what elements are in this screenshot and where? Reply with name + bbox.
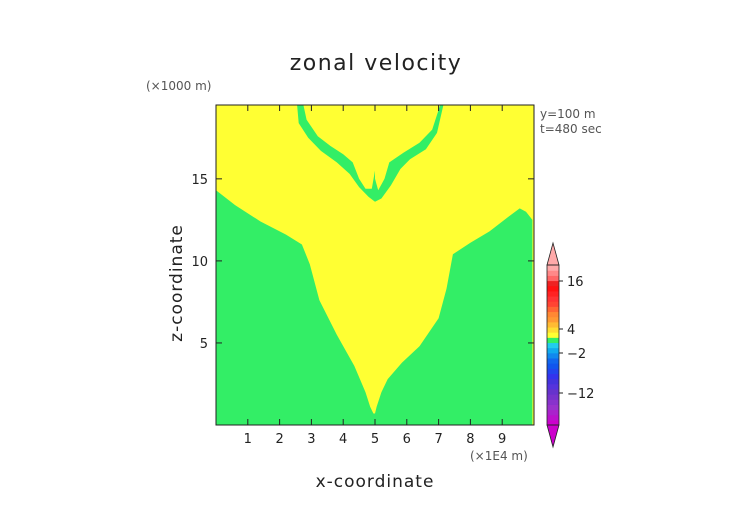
colorbar-segment [547,316,559,323]
colorbar-segment [547,275,559,282]
colorbar-segment [547,306,559,313]
colorbar-tick-label: 4 [567,323,575,338]
x-tick-label: 3 [307,432,315,447]
colorbar-segment [547,290,559,297]
colorbar-segment [547,326,559,333]
colorbar-segment [547,363,559,369]
x-tick-label: 2 [275,432,283,447]
contour-region-green-2 [216,105,444,202]
colorbar-tick-label: 16 [567,275,584,290]
x-tick-label: 1 [244,432,252,447]
y-ticks: 5 10 15 [191,173,534,352]
contour-region-green-1 [216,160,533,426]
x-tick-label: 9 [498,432,506,447]
y-tick-label: 5 [200,337,208,352]
colorbar-segment [547,404,559,411]
plot-area: 1 2 3 4 5 6 7 8 9 5 10 15 [191,104,535,447]
x-tick-label: 5 [371,432,379,447]
colorbar-min-triangle [546,424,560,449]
colorbar: 16 4 −2 −12 [546,241,594,449]
colorbar-segment [547,394,559,400]
colorbar-segment [547,285,559,292]
colorbar-segment [547,368,559,374]
colorbar-segment [547,373,559,380]
colorbar-segment [547,383,559,390]
annotation-y: y=100 m [540,107,596,121]
colorbar-segment [547,419,559,426]
colorbar-segment [547,357,559,364]
colorbar-segment [547,388,559,395]
annotation-t: t=480 sec [540,122,602,136]
y-multiplier-label: (×1000 m) [146,79,211,93]
x-multiplier-label: (×1E4 m) [470,449,528,463]
x-ticks: 1 2 3 4 5 6 7 8 9 [244,105,506,447]
colorbar-segment [547,301,559,307]
x-tick-label: 7 [434,432,442,447]
colorbar-segment [547,409,559,416]
colorbar-segment [547,311,559,318]
colorbar-segment [547,342,559,349]
colorbar-segment [547,280,559,287]
colorbar-segment [547,332,559,338]
chart-title: zonal velocity [290,51,463,76]
colorbar-segment [547,270,559,276]
contour-regions [216,105,533,426]
y-tick-label: 15 [191,173,208,188]
colorbar-segment [547,321,559,328]
colorbar-max-triangle [546,241,560,266]
colorbar-segment [547,347,559,354]
colorbar-segment [547,378,559,385]
y-tick-label: 10 [191,255,208,270]
x-tick-label: 4 [339,432,347,447]
colorbar-tick-label: −12 [567,387,594,402]
colorbar-segment [547,295,559,302]
colorbar-segment [547,414,559,421]
x-tick-label: 6 [403,432,411,447]
colorbar-segment [547,352,559,359]
x-tick-label: 8 [466,432,474,447]
colorbar-tick-label: −2 [567,347,586,362]
x-axis-label: x-coordinate [316,472,435,492]
colorbar-segment [547,399,559,405]
y-axis-label: z-coordinate [167,224,187,342]
colorbar-frame [546,264,560,426]
colorbar-segment [547,337,559,344]
colorbar-segment [547,265,559,271]
